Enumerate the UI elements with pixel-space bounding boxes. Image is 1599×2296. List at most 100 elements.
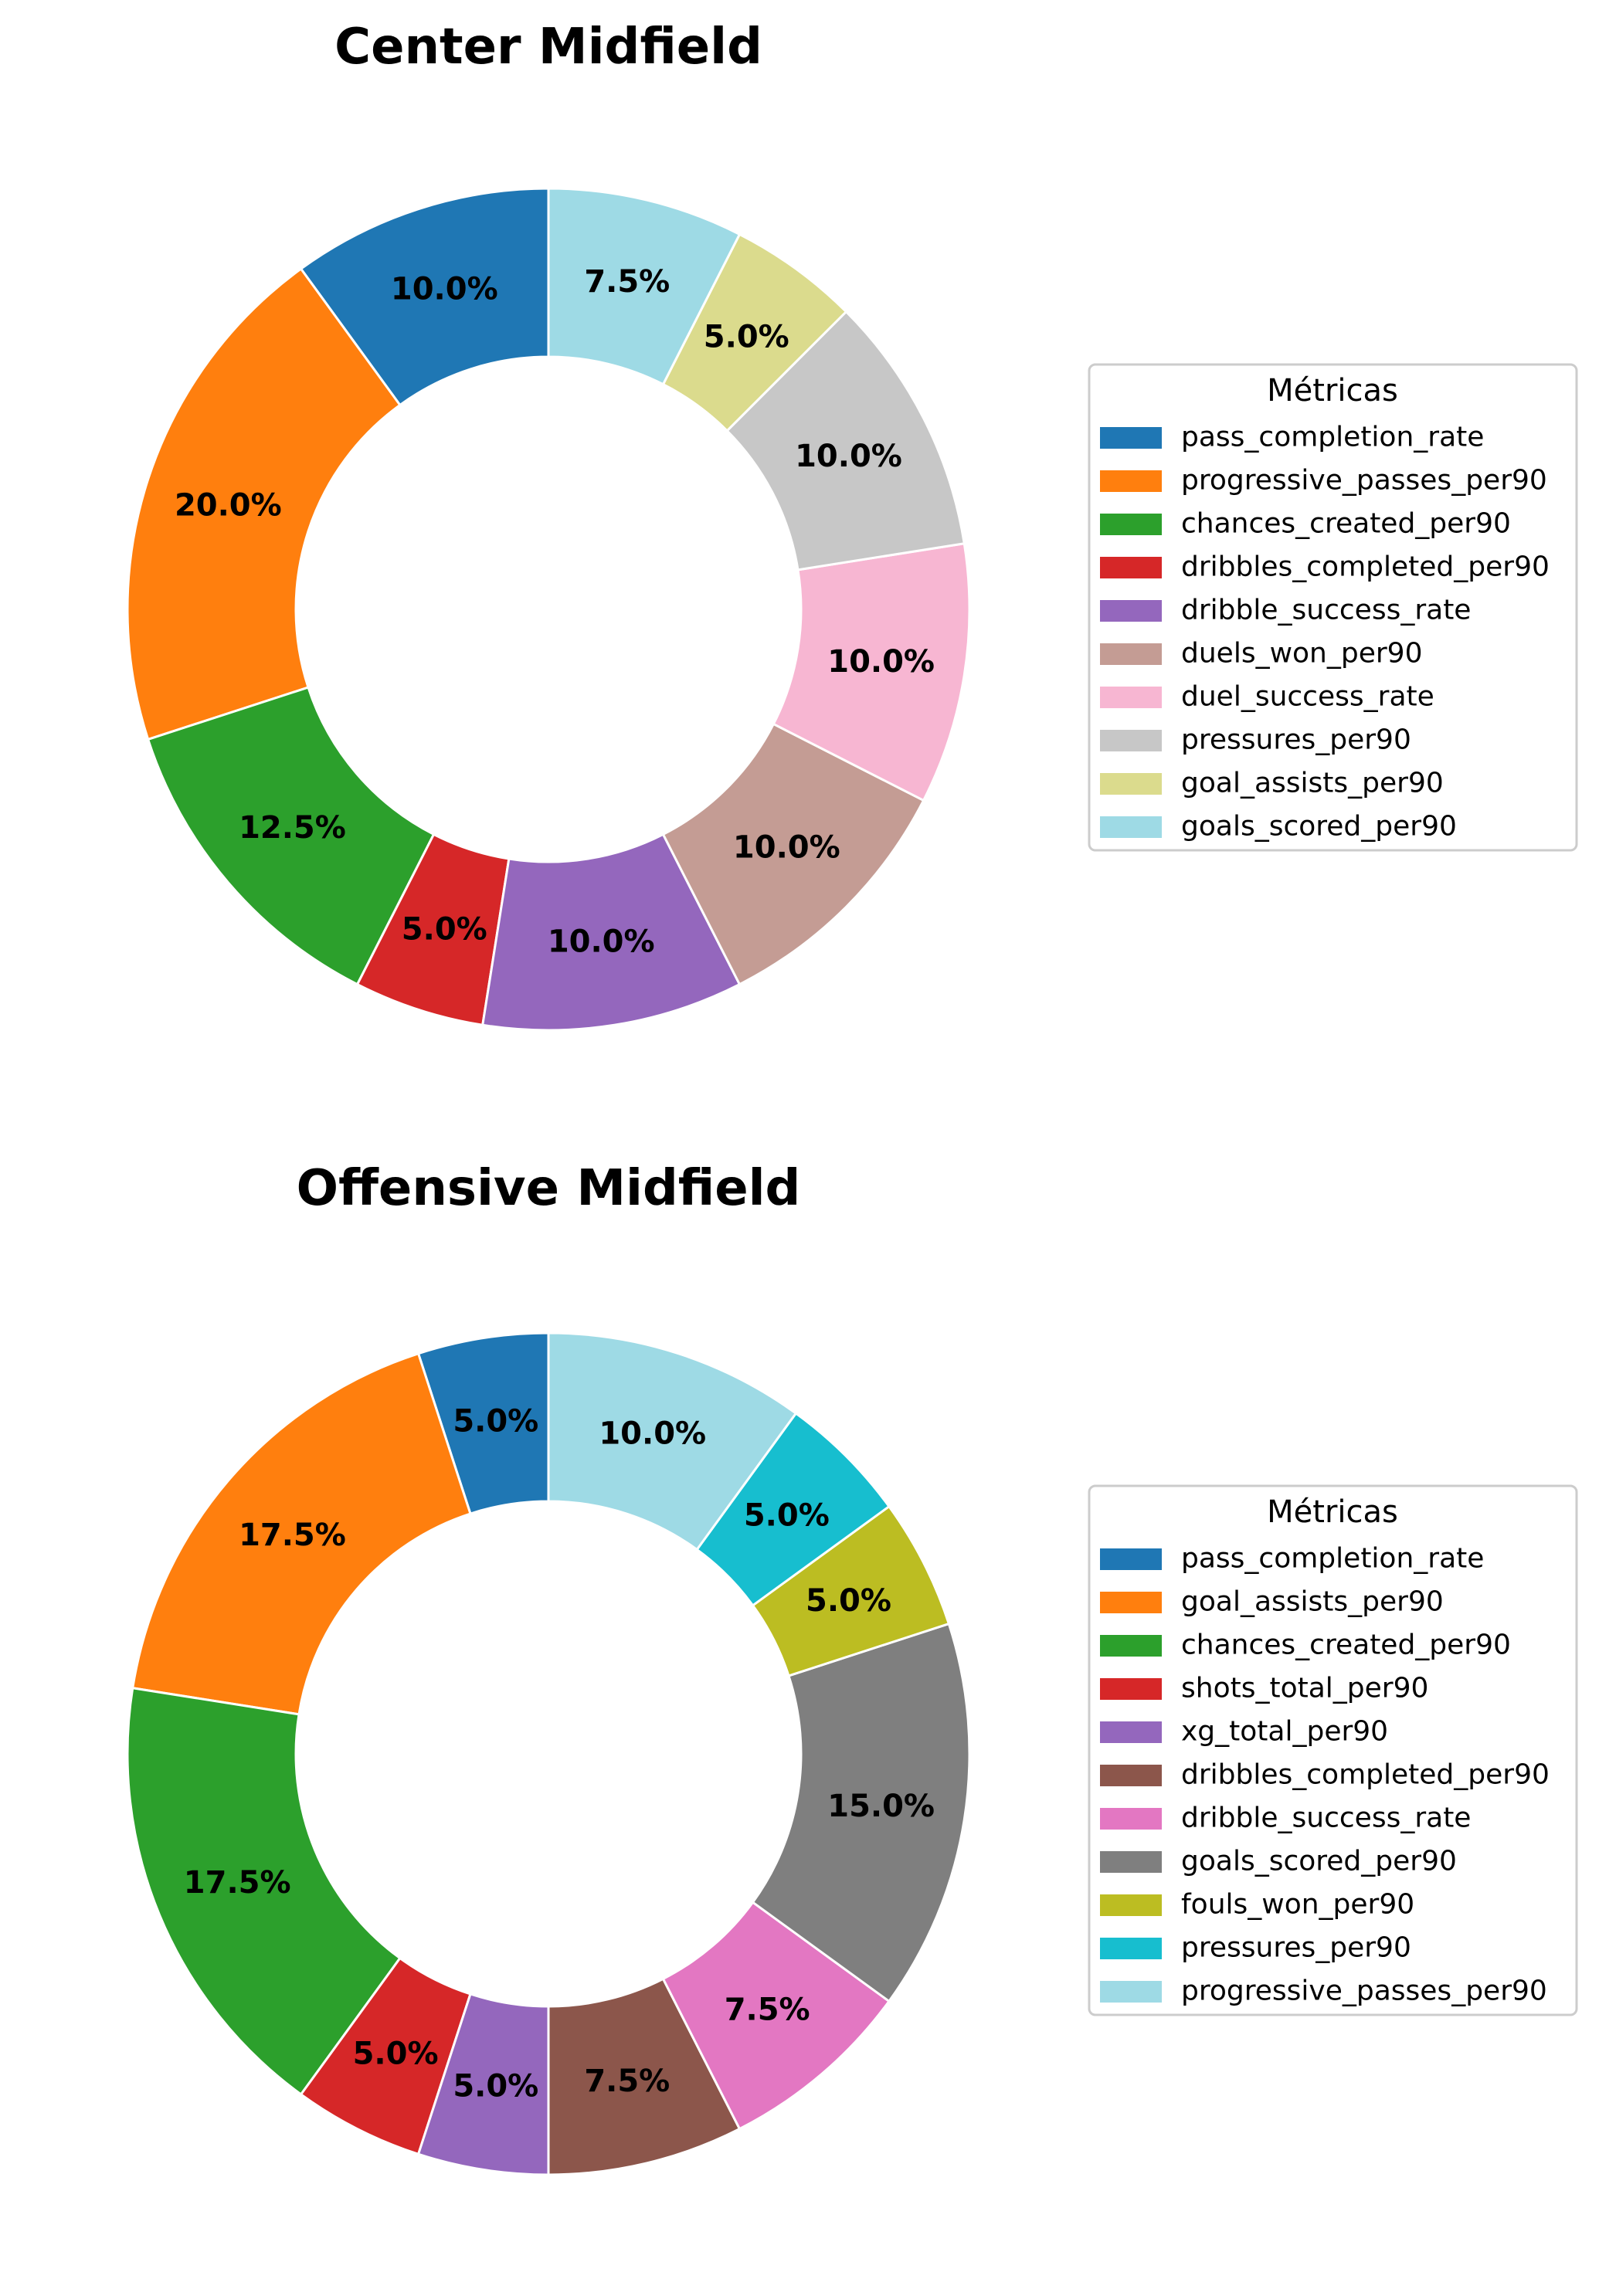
legend-swatch: [1100, 1808, 1162, 1830]
legend-label: duels_won_per90: [1181, 638, 1422, 670]
pct-label-goals-scored-per90: 15.0%: [827, 1789, 935, 1824]
wedge-goals-scored-per90: [752, 1623, 971, 2003]
pct-label-dribbles-completed-per90: 7.5%: [584, 2064, 670, 2099]
pct-label-xg-total-per90: 5.0%: [453, 2069, 538, 2104]
legend-offensive-midfield: Métricas pass_completion_rate goal_assist…: [1088, 1484, 1578, 2016]
wedge-goal-assists-per90: [131, 1352, 472, 1716]
legend-item-dribbles-completed-per90: dribbles_completed_per90: [1100, 551, 1550, 583]
donut-offensive-midfield: [126, 1331, 971, 2176]
legend-swatch: [1100, 427, 1162, 449]
pct-label-dribbles-completed-per90: 5.0%: [402, 912, 487, 948]
pct-label-dribble-success-rate: 10.0%: [548, 924, 655, 960]
legend-label: dribble_success_rate: [1181, 595, 1471, 626]
legend-label: duel_success_rate: [1181, 681, 1434, 713]
legend-swatch: [1100, 514, 1162, 535]
legend-item-shots-total-per90: shots_total_per90: [1100, 1673, 1428, 1704]
legend-title: Métricas: [1267, 373, 1398, 409]
legend-item-pressures-per90: pressures_per90: [1100, 724, 1411, 756]
legend-label: shots_total_per90: [1181, 1673, 1428, 1704]
chart-title-center-midfield: Center Midfield: [334, 19, 762, 76]
legend-swatch: [1100, 773, 1162, 795]
pct-labels-center-midfield: 10.0% 20.0% 12.5% 5.0% 10.0% 10.0% 10.0% 10.0% 5…: [175, 264, 935, 960]
pct-label-progressive-passes-per90: 20.0%: [175, 487, 282, 523]
legend-label: xg_total_per90: [1181, 1716, 1388, 1748]
legend-swatch: [1100, 557, 1162, 578]
pct-label-goal-assists-per90: 5.0%: [704, 319, 789, 354]
wedge-progressive-passes-per90: [547, 1331, 797, 1551]
legend-label: goal_assists_per90: [1181, 768, 1444, 799]
legend-item-chances-created-per90: chances_created_per90: [1100, 1630, 1511, 1661]
legend-label: fouls_won_per90: [1181, 1889, 1414, 1921]
legend-item-dribble-success-rate: dribble_success_rate: [1100, 595, 1471, 626]
legend-label: goal_assists_per90: [1181, 1586, 1444, 1618]
legend-label: pass_completion_rate: [1181, 422, 1484, 453]
legend-swatch: [1100, 1548, 1162, 1570]
wedge-chances-created-per90: [126, 1687, 402, 2096]
legend-item-goals-scored-per90: goals_scored_per90: [1100, 811, 1457, 843]
chart-title-offensive-midfield: Offensive Midfield: [297, 1160, 801, 1217]
legend-swatch: [1100, 1938, 1162, 1959]
legend-title: Métricas: [1267, 1494, 1398, 1530]
legend-swatch: [1100, 1678, 1162, 1700]
pct-label-fouls-won-per90: 5.0%: [806, 1583, 891, 1619]
legend-item-goal-assists-per90: goal_assists_per90: [1100, 1586, 1444, 1618]
pct-label-progressive-passes-per90: 10.0%: [599, 1416, 706, 1451]
pct-label-goals-scored-per90: 7.5%: [584, 264, 670, 300]
legend-swatch: [1100, 600, 1162, 622]
legend-swatch: [1100, 1592, 1162, 1613]
legend-item-xg-total-per90: xg_total_per90: [1100, 1716, 1388, 1748]
legend-label: goals_scored_per90: [1181, 1846, 1457, 1877]
pct-label-shots-total-per90: 5.0%: [353, 2036, 439, 2071]
legend-swatch: [1100, 1851, 1162, 1873]
legend-label: pass_completion_rate: [1181, 1543, 1484, 1575]
legend-swatch: [1100, 643, 1162, 665]
wedge-goals-scored-per90: [547, 187, 741, 386]
legend-swatch: [1100, 1765, 1162, 1786]
legend-item-dribbles-completed-per90: dribbles_completed_per90: [1100, 1759, 1550, 1791]
legend-item-pressures-per90: pressures_per90: [1100, 1932, 1411, 1964]
legend-label: pressures_per90: [1181, 724, 1411, 756]
legend-swatch: [1100, 730, 1162, 751]
legend-swatch: [1100, 1635, 1162, 1657]
legend-label: progressive_passes_per90: [1181, 1976, 1547, 2007]
wedge-chances-created-per90: [147, 686, 436, 986]
pct-label-chances-created-per90: 17.5%: [184, 1865, 291, 1901]
legend-label: pressures_per90: [1181, 1932, 1411, 1964]
pct-label-goal-assists-per90: 17.5%: [239, 1518, 346, 1553]
pct-label-dribble-success-rate: 7.5%: [725, 1992, 810, 2028]
legend-swatch: [1100, 470, 1162, 492]
pct-label-pass-completion-rate: 5.0%: [453, 1403, 538, 1439]
chart-offensive-midfield: Offensive Midfield 5.0% 17.5% 17.5% 5.0% 5.0…: [126, 1160, 1578, 2176]
legend-item-pass-completion-rate: pass_completion_rate: [1100, 1543, 1484, 1575]
legend-item-progressive-passes-per90: progressive_passes_per90: [1100, 1976, 1547, 2007]
legend-swatch: [1100, 816, 1162, 838]
legend-item-progressive-passes-per90: progressive_passes_per90: [1100, 465, 1547, 497]
legend-swatch: [1100, 687, 1162, 708]
legend-label: dribbles_completed_per90: [1181, 551, 1550, 583]
pct-label-chances-created-per90: 12.5%: [239, 810, 346, 846]
pct-label-pressures-per90: 10.0%: [795, 439, 902, 474]
legend-swatch: [1100, 1894, 1162, 1916]
legend-item-pass-completion-rate: pass_completion_rate: [1100, 422, 1484, 453]
legend-label: dribbles_completed_per90: [1181, 1759, 1550, 1791]
pct-label-duel-success-rate: 10.0%: [827, 644, 935, 680]
wedge-progressive-passes-per90: [126, 267, 402, 741]
legend-swatch: [1100, 1721, 1162, 1743]
legend-label: dribble_success_rate: [1181, 1803, 1471, 1834]
chart-center-midfield: Center Midfield 10.0%20.0%12.5%5.0% 10.0%…: [126, 19, 1578, 1032]
legend-label: chances_created_per90: [1181, 508, 1511, 540]
legend-label: progressive_passes_per90: [1181, 465, 1547, 497]
legend-item-dribble-success-rate: dribble_success_rate: [1100, 1803, 1471, 1834]
legend-item-duels-won-per90: duels_won_per90: [1100, 638, 1422, 670]
legend-swatch: [1100, 1981, 1162, 2003]
pct-labels-offensive-midfield: 5.0% 17.5% 17.5% 5.0% 5.0% 7.5% 7.5% 15.0% 5.0% 5…: [184, 1403, 935, 2104]
legend-label: goals_scored_per90: [1181, 811, 1457, 843]
pct-label-pass-completion-rate: 10.0%: [391, 271, 498, 307]
legend-label: chances_created_per90: [1181, 1630, 1511, 1661]
legend-item-duel-success-rate: duel_success_rate: [1100, 681, 1434, 713]
pct-label-duels-won-per90: 10.0%: [733, 829, 840, 865]
legend-item-chances-created-per90: chances_created_per90: [1100, 508, 1511, 540]
legend-frame: [1088, 363, 1578, 852]
donut-center-midfield: [126, 187, 971, 1032]
